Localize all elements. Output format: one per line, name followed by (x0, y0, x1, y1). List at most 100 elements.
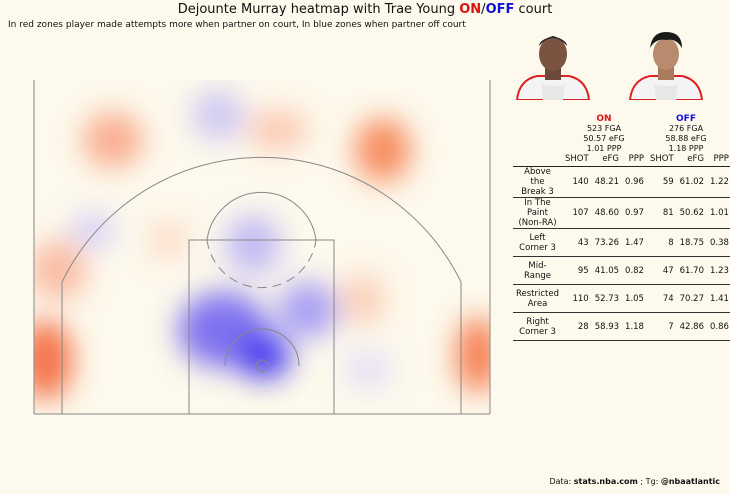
col-header: SHOT (646, 152, 677, 167)
on-efg-cell: 48.21 (591, 166, 623, 198)
court-heatmap (33, 80, 491, 415)
off-ppp-cell: 0.86 (706, 312, 730, 341)
off-label: OFF (676, 114, 696, 124)
on-ppp: 1.01 PPP (586, 144, 622, 153)
off-shot-cell: 47 (646, 256, 677, 285)
off-efg-cell: 61.02 (676, 166, 707, 198)
on-efg-cell: 58.93 (591, 312, 623, 341)
table-row: In The Paint (Non-RA) 107 48.60 0.97 81 50.62 1… (513, 197, 730, 229)
off-shot-cell: 59 (646, 166, 677, 198)
col-zone (513, 152, 563, 167)
off-efg-cell: 18.75 (676, 228, 707, 257)
credit-source: stats.nba.com (573, 477, 638, 486)
on-ppp-cell: 1.05 (622, 284, 647, 313)
off-ppp-cell: 0.38 (706, 228, 730, 257)
off-shot-cell: 8 (646, 228, 677, 257)
off-fga: 276 FGA (668, 124, 704, 133)
on-fga: 523 FGA (586, 124, 622, 133)
zone-name-line: Restricted (516, 288, 560, 299)
data-credit: Data: stats.nba.com ; Tg: @nbaatlantic (549, 477, 720, 486)
on-efg-cell: 48.60 (591, 197, 623, 229)
zone-name-line: (Non-RA) (518, 218, 557, 228)
credit-mid: ; Tg: (637, 477, 661, 486)
zone-name: Mid-Range (513, 256, 563, 285)
on-ppp-cell: 0.82 (622, 256, 647, 285)
table-header-row: SHOT eFG PPP SHOT eFG PPP (513, 152, 730, 167)
off-efg-cell: 70.27 (676, 284, 707, 313)
title-prefix: Dejounte Murray heatmap with Trae Young (177, 2, 460, 17)
title-slash: / (481, 2, 486, 17)
heat-blue-top (192, 89, 244, 141)
col-header: eFG (591, 152, 623, 167)
zone-name: Above the Break 3 (513, 166, 563, 198)
free-throw-circle-bottom (206, 239, 317, 289)
free-throw-circle-top (206, 191, 317, 241)
on-shot-cell: 43 (562, 228, 592, 257)
heat-red-right-corner (456, 317, 490, 393)
col-header: PPP (706, 152, 730, 167)
off-efg-cell: 61.70 (676, 256, 707, 285)
off-efg-cell: 42.86 (676, 312, 707, 341)
court-lines (33, 80, 491, 415)
credit-handle: @nbaatlantic (660, 477, 720, 486)
zone-name-line: Corner 3 (519, 326, 556, 337)
on-shot-cell: 140 (562, 166, 592, 198)
trae-young-photo (628, 32, 704, 100)
table-row: Above the Break 3 140 48.21 0.96 59 61.02 1.22 (513, 166, 730, 198)
on-ppp-cell: 1.47 (622, 228, 647, 257)
on-label: ON (596, 114, 612, 124)
zone-name-line: Above the (524, 167, 551, 187)
heat-red-right-low (341, 274, 385, 326)
rim (255, 359, 269, 373)
zone-name-line: Mid-Range (524, 260, 551, 281)
zone-name: Restricted Area (513, 284, 563, 313)
zone-name: In The Paint (Non-RA) (513, 197, 563, 229)
zone-name-line: In The Paint (524, 198, 551, 218)
heat-blue-paint-right (278, 282, 338, 338)
on-shot-cell: 95 (562, 256, 592, 285)
heat-blue-right-block (344, 350, 392, 390)
heat-red-left-corner (34, 320, 72, 400)
table-row: Restricted Area 110 52.73 1.05 74 70.27 1.41 (513, 284, 730, 313)
col-header: eFG (676, 152, 707, 167)
zone-name-line: Right (526, 316, 549, 327)
three-point-arc (61, 156, 462, 283)
paint (188, 239, 335, 415)
title-off: OFF (485, 2, 515, 17)
on-ppp-cell: 0.96 (622, 166, 647, 198)
table-row: Right Corner 3 28 58.93 1.18 7 42.86 0.86 (513, 312, 730, 341)
table-row: Mid-Range 95 41.05 0.82 47 61.70 1.23 (513, 256, 730, 285)
zone-name-line: Break 3 (521, 187, 554, 197)
off-ppp: 1.18 PPP (668, 144, 704, 153)
heat-red-left-mid (34, 240, 86, 300)
off-ppp-cell: 1.23 (706, 256, 730, 285)
on-ppp-cell: 1.18 (622, 312, 647, 341)
title-on: ON (459, 2, 482, 17)
off-shot-cell: 74 (646, 284, 677, 313)
on-efg-cell: 73.26 (591, 228, 623, 257)
heat-blue-rim (235, 331, 291, 379)
on-efg-cell: 52.73 (591, 284, 623, 313)
on-shot-cell: 28 (562, 312, 592, 341)
on-shot-cell: 110 (562, 284, 592, 313)
dejounte-murray-photo (515, 36, 591, 100)
chart-subtitle: In red zones player made attempts more w… (8, 20, 466, 30)
heat-red-right-wing (355, 118, 411, 182)
col-header: SHOT (562, 152, 592, 167)
heat-red-left-wing (83, 112, 143, 168)
heat-blue-left-key (71, 212, 115, 248)
credit-prefix: Data: (549, 477, 574, 486)
off-ppp-cell: 1.01 (706, 197, 730, 229)
off-ppp-cell: 1.22 (706, 166, 730, 198)
title-suffix: court (514, 2, 553, 17)
on-efg-cell: 41.05 (591, 256, 623, 285)
zone-name-line: Area (527, 298, 548, 309)
off-shot-cell: 7 (646, 312, 677, 341)
heat-red-left-elbow (150, 222, 186, 258)
zone-name-line: Left (529, 232, 546, 243)
on-summary: ON 523 FGA 50.57 eFG 1.01 PPP (568, 114, 640, 154)
heat-red-top (248, 110, 308, 150)
off-ppp-cell: 1.41 (706, 284, 730, 313)
restricted-area-arc (224, 328, 300, 367)
off-summary: OFF 276 FGA 58.88 eFG 1.18 PPP (650, 114, 722, 154)
